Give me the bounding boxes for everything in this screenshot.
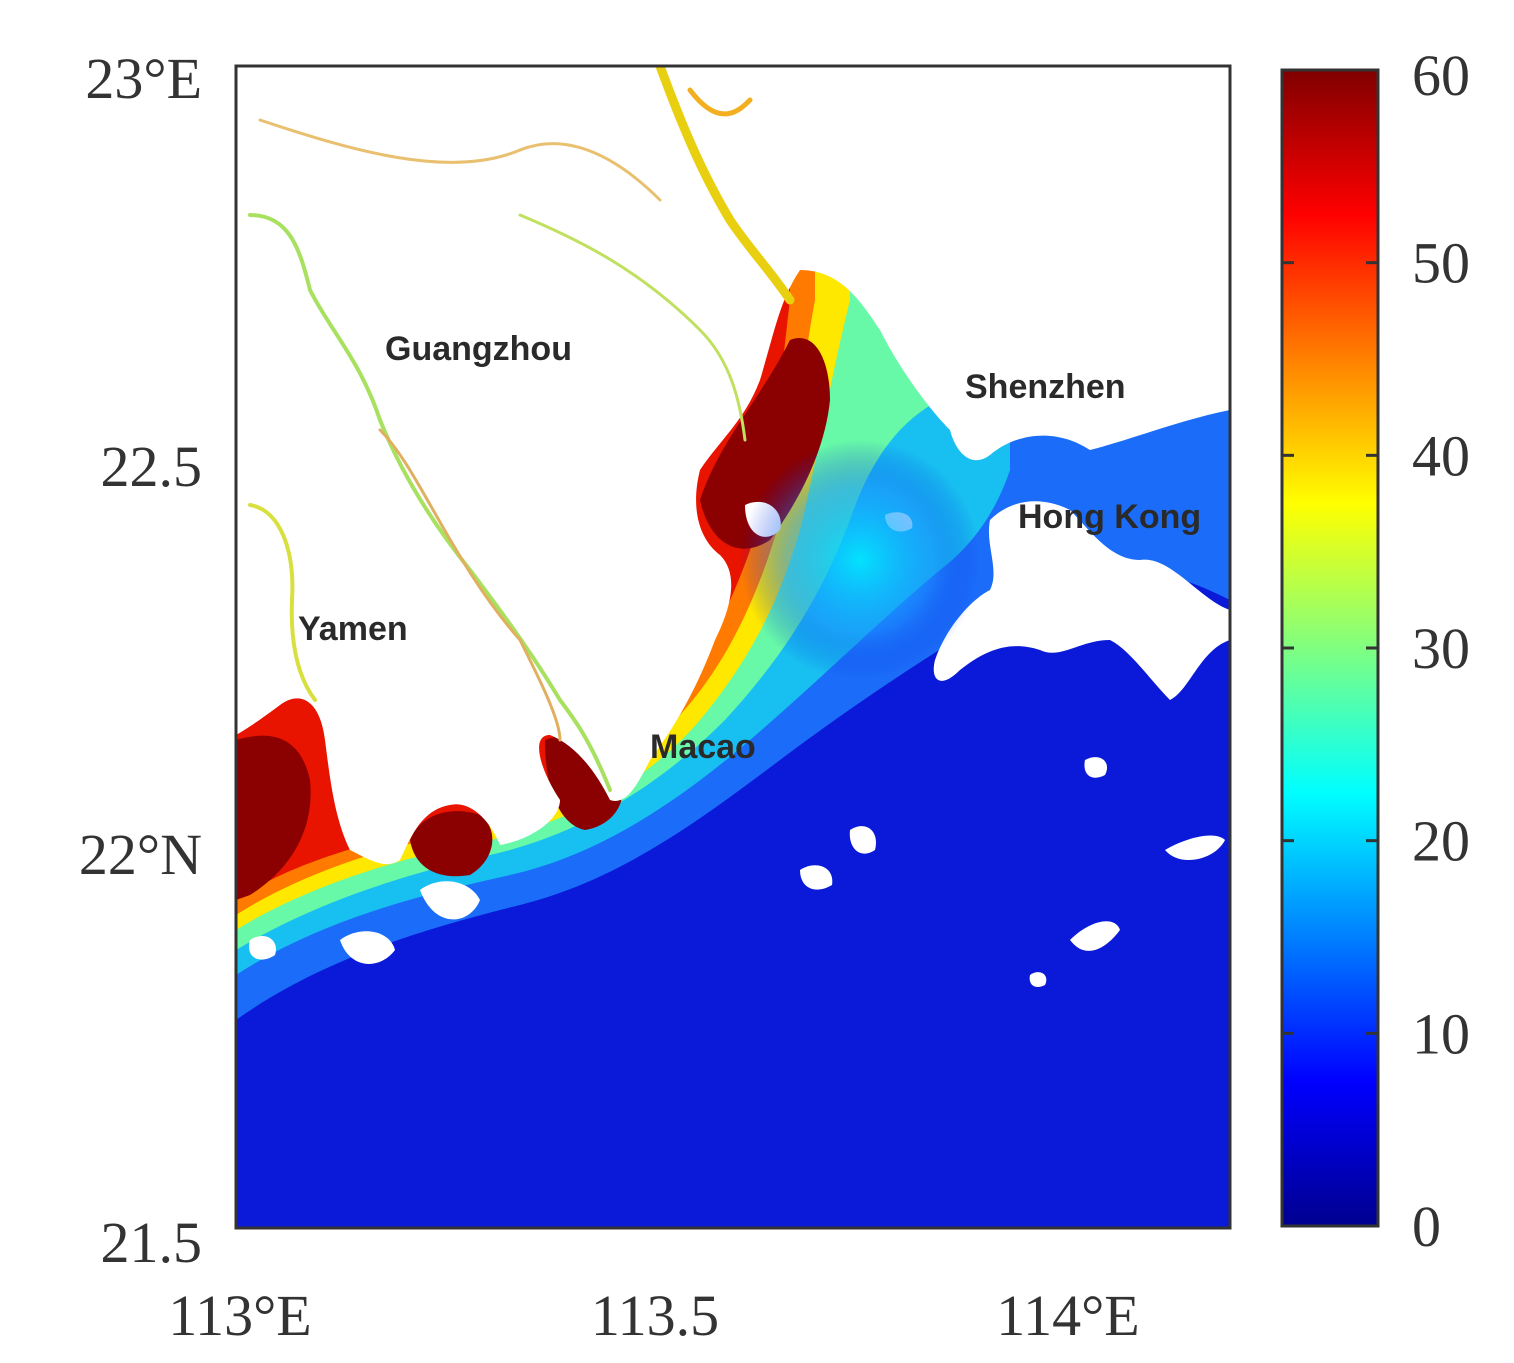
island-3 [420, 881, 480, 920]
river-mid [518, 213, 747, 442]
river-east [687, 87, 753, 117]
map-panel [236, 66, 1230, 1228]
y-axis: 23°E 22.5 22°N 21.5 [79, 46, 202, 1275]
island-1 [249, 935, 276, 960]
plume-darkred-west [236, 735, 311, 900]
river-north [258, 118, 662, 202]
island-10 [1070, 921, 1120, 951]
colorbar-tick-label-2: 40 [1412, 423, 1470, 488]
colorbar-tick-label-3: 30 [1412, 616, 1470, 681]
y-tick-label-1: 22.5 [101, 434, 203, 499]
island-11 [1029, 972, 1047, 987]
colorbar-bar [1280, 68, 1380, 1228]
island-7 [849, 826, 876, 854]
colorbar-tick-label-0: 60 [1412, 43, 1470, 108]
island-8 [1084, 757, 1108, 778]
colorbar-tick-label-5: 10 [1412, 1001, 1470, 1066]
mainland [236, 66, 1230, 865]
river-west-1 [248, 213, 612, 792]
city-label-shenzhen: Shenzhen [965, 368, 1126, 406]
x-axis: 113°E 113.5 114°E [168, 1283, 1139, 1348]
island-2 [340, 931, 395, 964]
plume-center-glow [740, 440, 980, 680]
river-pearl [655, 66, 795, 305]
city-label-macao: Macao [650, 728, 756, 766]
y-tick-label-2: 22°N [79, 822, 202, 887]
hongkong-land [933, 501, 1230, 700]
river-network [248, 66, 795, 792]
colorbar-ticks: 60 50 40 30 20 10 0 [1282, 43, 1470, 1259]
river-west-2 [248, 503, 317, 702]
city-label-guangzhou: Guangzhou [385, 330, 572, 368]
island-6 [800, 865, 833, 890]
colorbar-tick-label-6: 0 [1412, 1194, 1441, 1259]
y-tick-label-0: 23°E [85, 46, 202, 111]
map-frame [234, 64, 1232, 1230]
island-9 [1165, 835, 1225, 861]
y-tick-label-3: 21.5 [101, 1210, 203, 1275]
plume-darkred-mid [410, 811, 493, 877]
x-tick-label-2: 114°E [996, 1283, 1139, 1348]
city-label-hongkong: Hong Kong [1018, 498, 1201, 536]
colorbar-tick-label-4: 20 [1412, 809, 1470, 874]
city-label-yamen: Yamen [298, 610, 408, 648]
river-branch [378, 428, 562, 742]
colorbar-tick-label-1: 50 [1412, 231, 1470, 296]
x-tick-label-0: 113°E [168, 1283, 311, 1348]
x-tick-label-1: 113.5 [591, 1283, 719, 1348]
colorbar: 60 50 40 30 20 10 0 [1280, 43, 1470, 1259]
